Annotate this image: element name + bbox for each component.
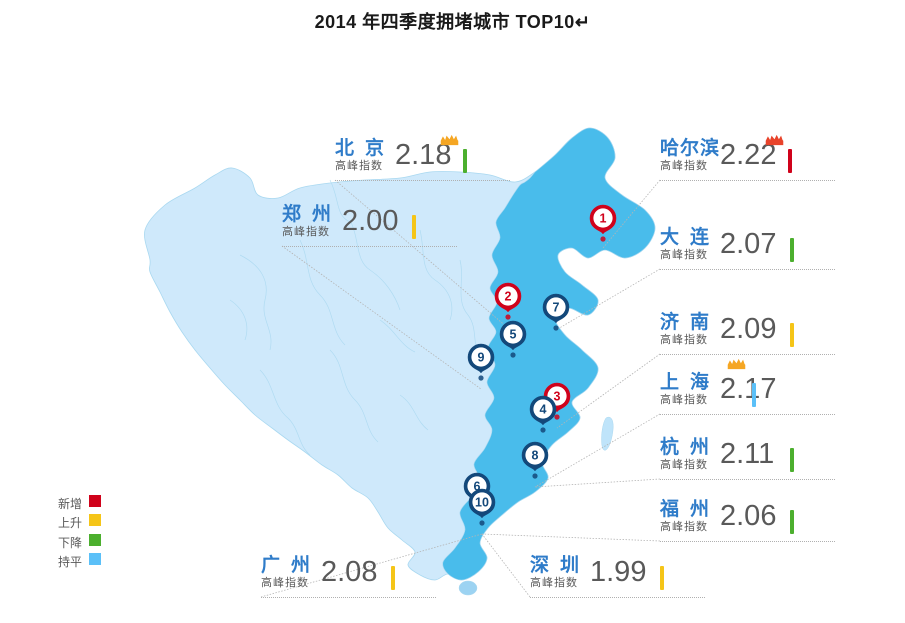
svg-text:3: 3 (554, 390, 561, 404)
svg-text:5: 5 (510, 328, 517, 342)
svg-text:4: 4 (540, 403, 547, 417)
svg-text:7: 7 (553, 301, 560, 315)
svg-text:2: 2 (505, 290, 512, 304)
svg-text:1: 1 (600, 212, 607, 226)
svg-text:8: 8 (532, 449, 539, 463)
svg-text:10: 10 (475, 496, 489, 510)
svg-text:9: 9 (478, 351, 485, 365)
